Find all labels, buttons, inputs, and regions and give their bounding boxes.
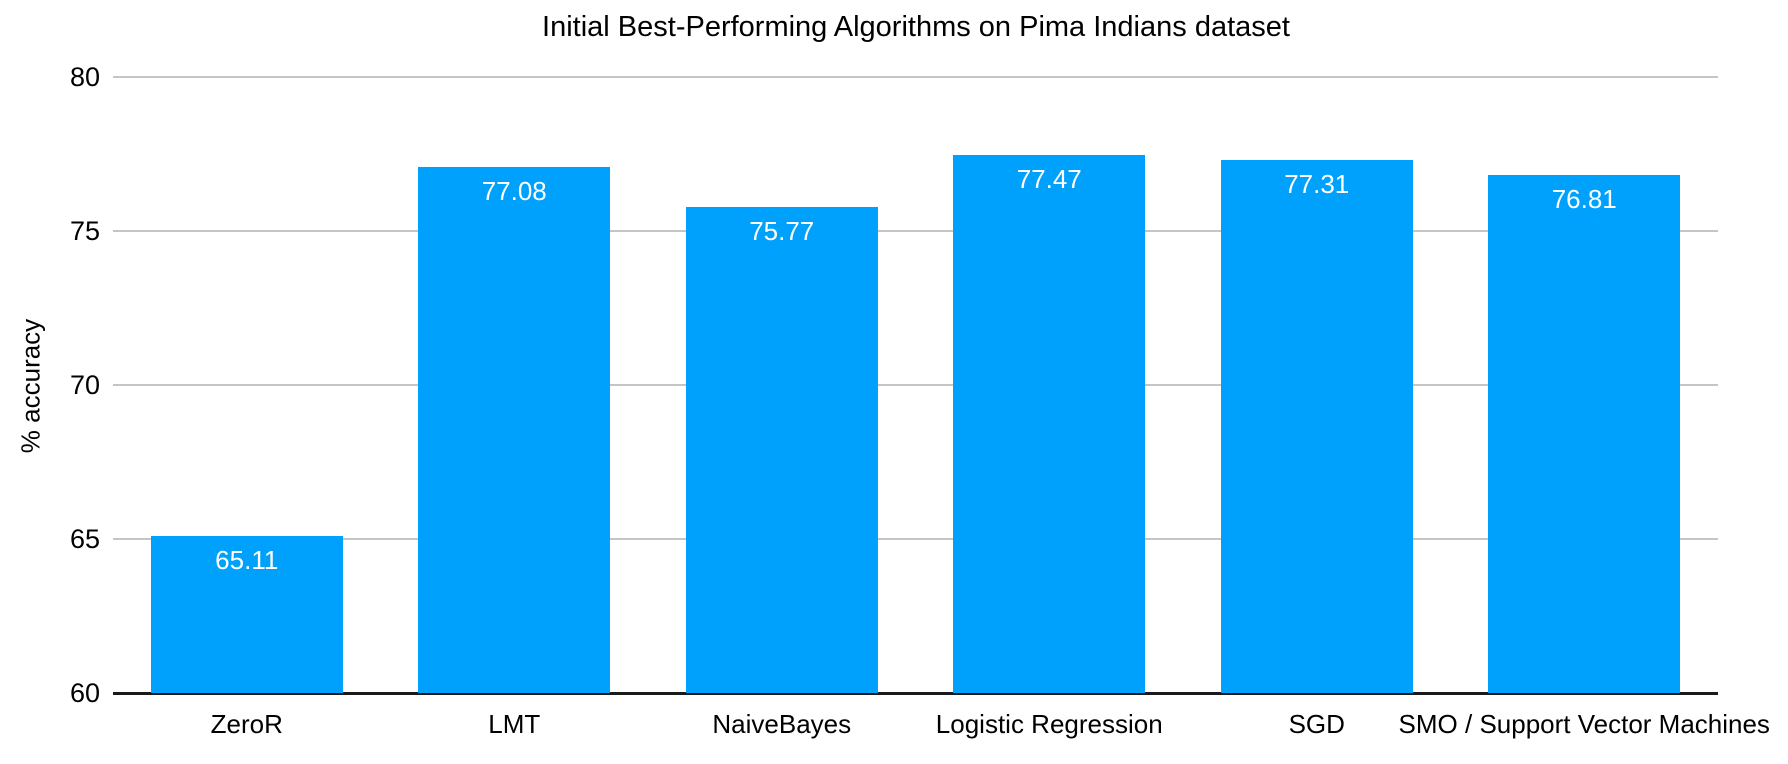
x-category-label: SMO / Support Vector Machines bbox=[1398, 709, 1770, 739]
bar-ZeroR: 65.11 bbox=[150, 535, 343, 693]
x-category-label: ZeroR bbox=[210, 709, 283, 739]
x-category-label: NaiveBayes bbox=[712, 709, 852, 739]
bar-value-label: 75.77 bbox=[749, 216, 815, 247]
bar-Logistic Regression: 77.47 bbox=[953, 154, 1146, 693]
bar-LMT: 77.08 bbox=[418, 166, 611, 693]
bar-value-label: 77.08 bbox=[481, 175, 547, 206]
plot-area: 65.11 77.08 75.77 77.47 77.31 76.81 bbox=[113, 76, 1718, 695]
x-category-label: LMT bbox=[488, 709, 541, 739]
gridline bbox=[113, 538, 1718, 540]
gridline bbox=[113, 230, 1718, 232]
y-tick-label: 65 bbox=[69, 524, 100, 554]
gridline bbox=[113, 76, 1718, 78]
y-tick-label: 60 bbox=[69, 678, 100, 708]
bar-value-label: 77.47 bbox=[1016, 163, 1082, 194]
chart-title: Initial Best-Performing Algorithms on Pi… bbox=[542, 11, 1290, 43]
y-tick-label: 75 bbox=[69, 216, 100, 246]
bar-value-label: 65.11 bbox=[215, 544, 279, 575]
bar-value-label: 77.31 bbox=[1284, 168, 1350, 199]
x-category-label: Logistic Regression bbox=[935, 709, 1163, 739]
gridline bbox=[113, 384, 1718, 386]
bar-SMO / Support Vector Machines: 76.81 bbox=[1488, 175, 1681, 693]
y-tick-label: 80 bbox=[69, 62, 100, 92]
y-tick-label: 70 bbox=[69, 370, 100, 400]
x-axis-line bbox=[113, 692, 1718, 695]
bar-SGD: 77.31 bbox=[1220, 159, 1413, 693]
x-category-label: SGD bbox=[1288, 709, 1345, 739]
bar-value-label: 76.81 bbox=[1551, 184, 1617, 215]
bar-NaiveBayes: 75.77 bbox=[685, 207, 878, 693]
